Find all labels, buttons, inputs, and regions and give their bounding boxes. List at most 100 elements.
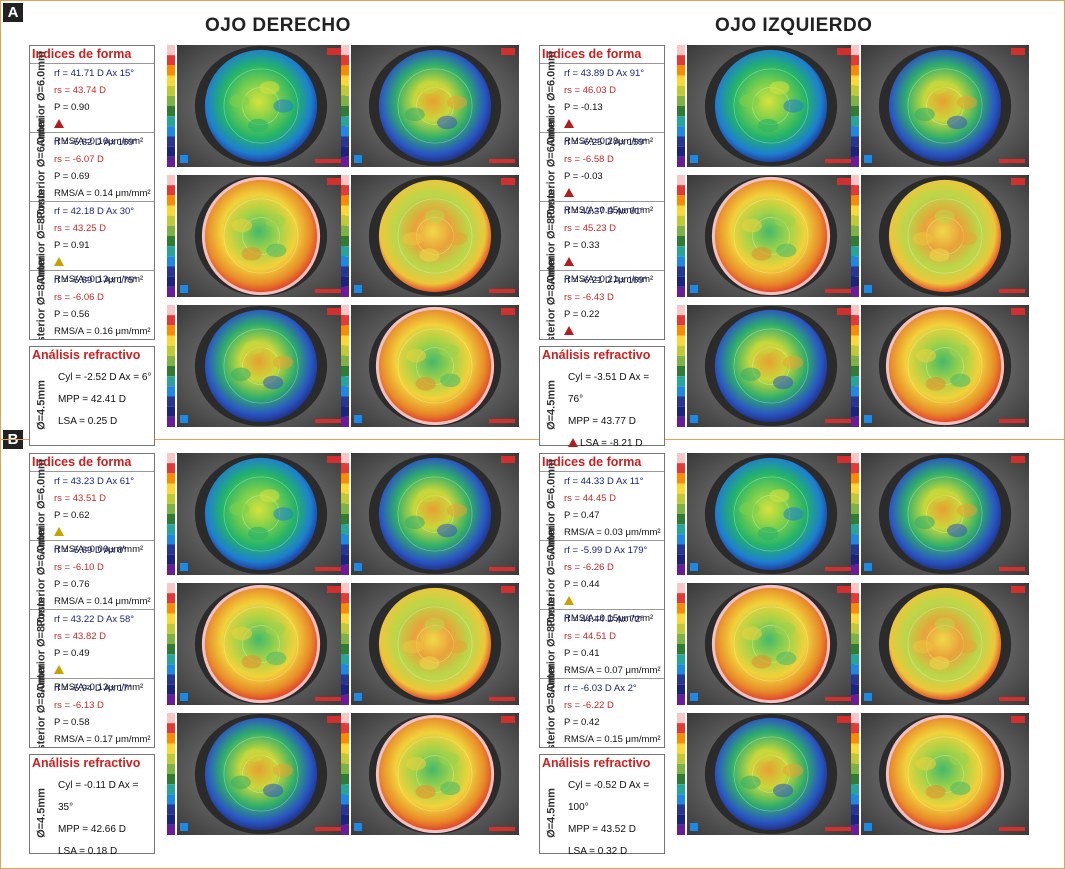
shape-values: rf = -5.99 D Ax 179° rs = -6.26 D P = 0.44… [564, 542, 662, 627]
lsa-value: LSA = 0.32 D [568, 846, 628, 857]
map-patch [950, 781, 971, 796]
scale-step [851, 136, 859, 147]
scale-step [677, 684, 685, 695]
scale-step [167, 654, 175, 665]
scale-step [851, 514, 859, 525]
scale-step [851, 593, 859, 604]
color-map [714, 587, 828, 701]
map-patch [229, 94, 250, 108]
map-graphic [687, 453, 855, 575]
shape-indices-title: Indices de forma [32, 455, 132, 469]
scale-step [341, 784, 349, 795]
corner-marker [354, 563, 362, 571]
scale-step [851, 524, 859, 535]
rs-value: rs = 45.23 D [564, 223, 617, 234]
scale-step [341, 376, 349, 387]
scale-step [167, 613, 175, 624]
refractive-analysis-title: Análisis refractivo [32, 348, 141, 362]
eye-tag [501, 178, 515, 185]
color-map [888, 717, 1002, 831]
map-graphic [687, 175, 855, 297]
map-patch [751, 247, 772, 261]
scale-step [677, 305, 685, 316]
scale-step [677, 664, 685, 675]
corner-marker [690, 693, 698, 701]
scale-step [167, 276, 175, 287]
eye-tag [1011, 48, 1025, 55]
scale-step [851, 493, 859, 504]
corner-marker [354, 285, 362, 293]
scale-step [677, 623, 685, 634]
map-patch [243, 748, 265, 763]
scale-step [341, 236, 349, 247]
rf-value: rf = 42.18 D Ax 30° [54, 206, 135, 217]
scale-step [341, 45, 349, 56]
corner-marker [690, 415, 698, 423]
refractive-analysis-box: Análisis refractivo Ø=4.5mm Cyl = -3.51 D … [539, 346, 665, 449]
scale-step [341, 763, 349, 774]
cyl-value: Cyl = -3.51 D Ax = 76° [568, 372, 650, 405]
shape-section: Posterior Ø=6.0mm rf = -5.89 D Ax 8° rs = … [30, 525, 154, 626]
color-map [204, 309, 318, 423]
shape-values: rf = 43.23 D Ax 61° rs = 43.51 D P = 0.62 R… [54, 473, 152, 558]
corner-marker [354, 823, 362, 831]
zone-ring [223, 198, 299, 274]
zone-label: Ø=4.5mm [540, 773, 564, 853]
corner-marker [864, 285, 872, 293]
scale-step [167, 236, 175, 247]
rs-value: rs = -6.13 D [54, 700, 104, 711]
scale-step [851, 503, 859, 514]
footer-tag [489, 419, 515, 423]
scale-step [677, 266, 685, 277]
rs-value: rs = -6.43 D [564, 292, 614, 303]
p-value: P = 0.44 [564, 579, 600, 590]
rms-value: RMS/A=0.16μm/mm² [54, 136, 144, 147]
topography-map [687, 175, 855, 297]
scale-step [167, 65, 175, 76]
cyl-value: Cyl = -0.11 D Ax = 35° [58, 780, 139, 813]
scale-step [341, 75, 349, 86]
map-graphic [351, 175, 519, 297]
scale-step [851, 116, 859, 127]
scale-step [167, 355, 175, 366]
scale-step [677, 195, 685, 206]
scale-step [851, 75, 859, 86]
mpp-value: MPP = 43.52 D [568, 824, 636, 835]
scale-step [677, 733, 685, 744]
shape-values: rf = -5.89 D Ax 8° rs = -6.10 D P = 0.76 RM… [54, 542, 152, 610]
map-graphic [351, 583, 519, 705]
scale-step [167, 45, 175, 56]
color-scale-bar [845, 305, 859, 427]
map-patch [915, 756, 937, 771]
map-patch [259, 81, 280, 95]
color-scale-bar [161, 175, 175, 297]
map-patch [741, 626, 763, 641]
cyl-value: Cyl = -2.52 D Ax = 6° [58, 372, 152, 383]
color-map [204, 587, 318, 701]
map-patch [243, 340, 265, 355]
panel-divider [1, 439, 1064, 440]
scale-step [167, 483, 175, 494]
rms-value: RMS/A=0.13μm/mm² [54, 682, 144, 693]
scale-step [851, 266, 859, 277]
scale-step [341, 463, 349, 474]
rs-value: rs = 43.25 D [54, 223, 107, 234]
zone-ring [907, 606, 983, 682]
scale-step [851, 286, 859, 297]
shape-values: rf = -5.82 D Ax 169° rs = -6.07 D P = 0.69… [54, 134, 152, 202]
scale-step [851, 315, 859, 326]
zone-ring [223, 476, 299, 552]
warning-triangle-icon [564, 257, 574, 266]
map-patch [241, 247, 262, 261]
color-scale-bar [335, 453, 349, 575]
scale-graphic [677, 453, 685, 575]
scale-step [167, 784, 175, 795]
p-value: P = -0.03 [564, 171, 603, 182]
scale-step [167, 325, 175, 336]
scale-step [167, 463, 175, 474]
map-patch [419, 656, 440, 670]
scale-step [341, 794, 349, 805]
scale-step [851, 225, 859, 236]
rf-value: rf = 44.44 D Ax 72° [564, 614, 645, 625]
footer-tag [999, 827, 1025, 831]
